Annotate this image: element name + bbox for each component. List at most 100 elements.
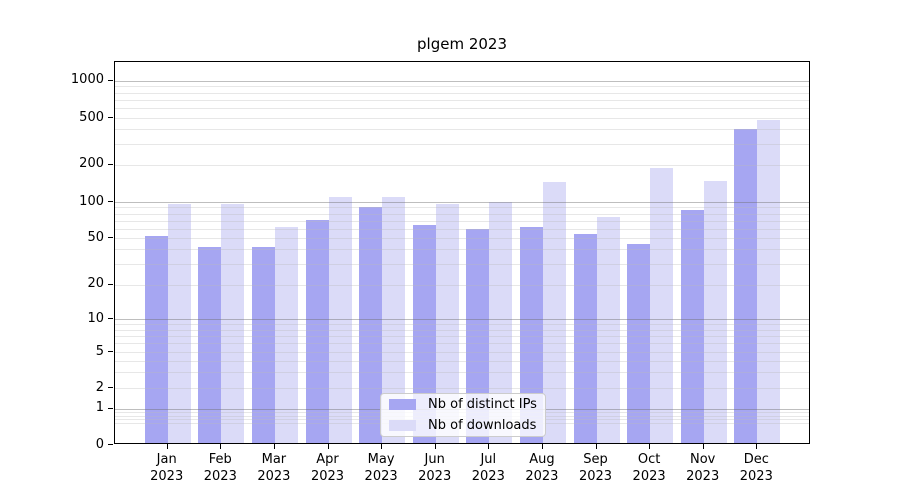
- bar-downloads-may: [382, 197, 406, 443]
- gridline-minor: [115, 220, 809, 222]
- gridline-major: [115, 319, 809, 320]
- y-axis-tick-label: 0: [95, 436, 104, 452]
- x-axis-tick-label: Mar 2023: [257, 452, 291, 484]
- gridline-minor: [115, 108, 809, 110]
- y-axis-tick-label: 1: [95, 400, 104, 415]
- gridline-minor: [115, 335, 809, 337]
- gridline-minor: [115, 92, 809, 94]
- y-axis-tick: [108, 117, 113, 118]
- bar-distinct-ips-oct: [627, 243, 651, 443]
- bar-distinct-ips-jan: [144, 236, 168, 443]
- bar-downloads-aug: [542, 181, 566, 443]
- gridline-minor: [115, 324, 809, 326]
- chart-title: plgem 2023: [417, 35, 507, 53]
- y-axis-tick-label: 5: [95, 343, 104, 359]
- gridline-minor: [115, 207, 809, 209]
- x-axis-tick-label: Jul 2023: [471, 452, 505, 484]
- y-axis-tick-label: 50: [87, 229, 104, 245]
- bar-downloads-jul: [489, 201, 513, 443]
- bar-distinct-ips-dec: [734, 129, 758, 443]
- gridline-minor: [115, 228, 809, 230]
- gridline-minor: [115, 372, 809, 374]
- gridline-minor: [115, 388, 809, 389]
- bar-downloads-mar: [274, 226, 298, 443]
- y-axis-tick: [108, 163, 113, 165]
- x-axis-tick: [649, 444, 651, 449]
- y-axis-tick: [108, 351, 113, 352]
- x-axis-tick-label: May 2023: [364, 452, 398, 484]
- bar-distinct-ips-jul: [466, 229, 490, 443]
- bar-distinct-ips-apr: [305, 220, 329, 443]
- bar-distinct-ips-may: [359, 207, 383, 443]
- y-axis-tick: [108, 283, 113, 285]
- bar-downloads-dec: [757, 120, 781, 443]
- gridline-minor: [115, 118, 809, 119]
- gridline-minor: [115, 129, 809, 131]
- x-axis-tick-label: Oct 2023: [632, 452, 666, 484]
- y-axis-tick-label: 100: [79, 193, 104, 209]
- bar-downloads-jun: [435, 204, 459, 443]
- y-axis-tick-label: 2: [95, 379, 104, 395]
- gridline-minor: [115, 284, 809, 286]
- y-axis-tick: [108, 444, 113, 445]
- x-axis-tick: [273, 444, 275, 449]
- x-axis-tick: [434, 444, 436, 449]
- bar-downloads-nov: [703, 180, 727, 443]
- x-axis-tick-label: Nov 2023: [686, 452, 720, 484]
- bar-downloads-feb: [221, 204, 245, 443]
- x-axis-tick: [702, 444, 704, 449]
- legend-item-downloads: Nb of downloads: [381, 416, 545, 435]
- gridline-major: [115, 202, 809, 203]
- y-axis-tick: [108, 237, 113, 238]
- gridline-minor: [115, 343, 809, 345]
- y-axis-tick-label: 1000: [70, 72, 104, 87]
- bar-distinct-ips-nov: [680, 210, 704, 443]
- y-axis-tick-label: 200: [79, 156, 104, 171]
- x-axis-tick-label: Feb 2023: [203, 452, 237, 484]
- x-axis-tick: [381, 444, 383, 449]
- gridline-minor: [115, 164, 809, 166]
- bar-distinct-ips-jun: [412, 224, 436, 443]
- y-axis-tick: [108, 387, 113, 388]
- y-axis-tick: [108, 407, 113, 409]
- gridline-minor: [115, 263, 809, 265]
- x-axis-tick: [541, 444, 543, 449]
- x-axis-tick: [166, 444, 168, 449]
- y-axis-tick: [108, 318, 113, 319]
- y-axis-tick-label: 10: [87, 310, 104, 326]
- bar-distinct-ips-sep: [573, 233, 597, 443]
- gridline-minor: [115, 329, 809, 331]
- legend-label-distinct-ips: Nb of distinct IPs: [428, 397, 537, 412]
- bar-distinct-ips-feb: [198, 247, 222, 443]
- gridline-minor: [115, 238, 809, 239]
- gridline-minor: [115, 213, 809, 215]
- gridline-minor: [115, 99, 809, 101]
- gridline-minor: [115, 86, 809, 88]
- gridline-minor: [115, 143, 809, 145]
- y-axis-tick: [108, 79, 113, 81]
- x-axis-tick-label: Jan 2023: [150, 452, 184, 484]
- x-axis-tick: [595, 444, 597, 449]
- bar-downloads-oct: [650, 168, 674, 443]
- x-axis-tick-label: Sep 2023: [578, 452, 613, 484]
- x-axis-tick: [327, 444, 329, 449]
- plot-area: Nb of distinct IPs Nb of downloads: [114, 61, 810, 444]
- bar-distinct-ips-mar: [251, 247, 275, 443]
- y-axis-tick-label: 500: [79, 109, 104, 125]
- x-axis-tick: [488, 444, 490, 449]
- x-axis-tick-label: Jun 2023: [418, 452, 452, 484]
- gridline-minor: [115, 360, 809, 362]
- legend-label-downloads: Nb of downloads: [428, 418, 537, 433]
- gridline-minor: [115, 249, 809, 251]
- bar-downloads-jan: [167, 204, 191, 443]
- x-axis-tick: [220, 444, 222, 449]
- gridline-minor: [115, 352, 809, 353]
- gridline-major: [115, 80, 809, 82]
- bar-downloads-sep: [596, 217, 620, 443]
- x-axis-tick-label: Apr 2023: [310, 452, 345, 484]
- y-axis-tick: [108, 201, 113, 202]
- legend-item-distinct-ips: Nb of distinct IPs: [381, 395, 545, 414]
- legend-swatch-distinct-ips: [389, 399, 416, 410]
- x-axis-tick-label: Aug 2023: [525, 452, 559, 484]
